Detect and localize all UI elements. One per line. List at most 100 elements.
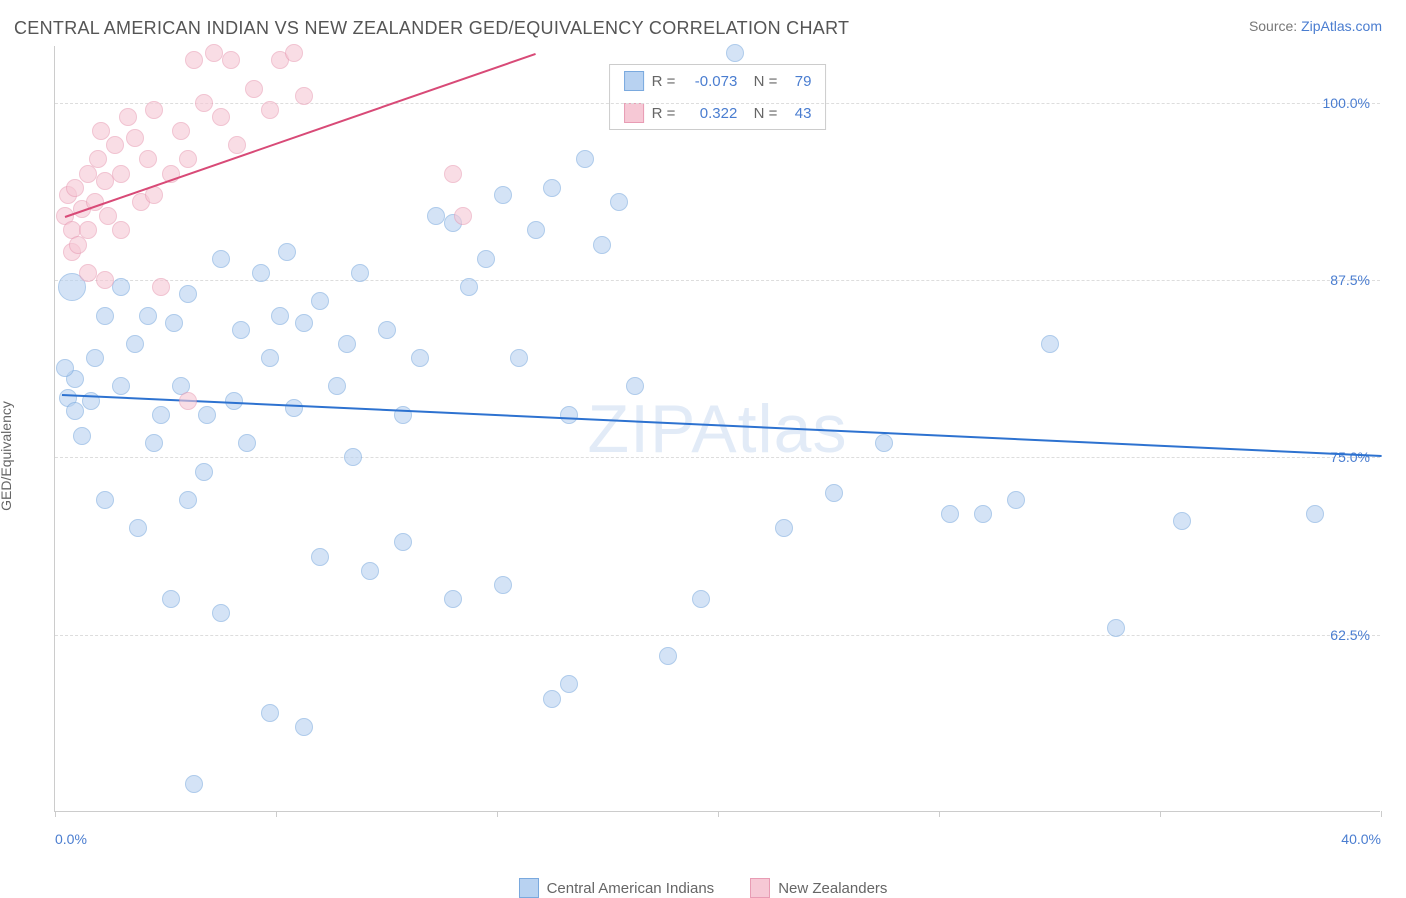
legend-label: Central American Indians [547,880,715,897]
scatter-point [560,406,578,424]
scatter-point [212,604,230,622]
gridline [55,103,1380,104]
scatter-point [351,264,369,282]
scatter-point [212,250,230,268]
scatter-point [444,165,462,183]
scatter-point [344,448,362,466]
legend-swatch [750,878,770,898]
scatter-point [659,647,677,665]
scatter-point [338,335,356,353]
source-prefix: Source: [1249,18,1301,34]
scatter-point [311,292,329,310]
trend-line [62,394,1381,457]
scatter-point [378,321,396,339]
scatter-point [126,335,144,353]
scatter-point [79,264,97,282]
n-value-2: 43 [785,105,811,122]
scatter-point [726,44,744,62]
scatter-point [285,44,303,62]
scatter-point [179,491,197,509]
scatter-point [295,314,313,332]
scatter-point [427,207,445,225]
correlation-legend: R = -0.073 N = 79 R = 0.322 N = 43 [609,64,827,130]
legend-swatch [519,878,539,898]
x-tick-mark [276,811,277,817]
scatter-point [185,51,203,69]
scatter-point [106,136,124,154]
scatter-point [328,377,346,395]
scatter-point [825,484,843,502]
scatter-point [1007,491,1025,509]
scatter-point [79,221,97,239]
scatter-point [165,314,183,332]
scatter-point [56,359,74,377]
r-label: R = [652,105,676,122]
plot-area: ZIPAtlas R = -0.073 N = 79 R = 0.322 N =… [54,46,1380,812]
scatter-point [185,775,203,793]
scatter-point [1173,512,1191,530]
x-tick-mark [939,811,940,817]
scatter-point [361,562,379,580]
scatter-point [543,690,561,708]
scatter-point [119,108,137,126]
scatter-point [172,122,190,140]
scatter-point [198,406,216,424]
scatter-point [92,122,110,140]
scatter-point [1041,335,1059,353]
y-tick-label: 100.0% [1323,95,1370,111]
scatter-point [96,172,114,190]
scatter-point [527,221,545,239]
scatter-point [112,377,130,395]
source-link[interactable]: ZipAtlas.com [1301,18,1382,34]
scatter-point [96,491,114,509]
r-value-2: 0.322 [683,105,737,122]
scatter-point [212,108,230,126]
scatter-point [96,307,114,325]
scatter-point [775,519,793,537]
scatter-point [610,193,628,211]
scatter-point [66,402,84,420]
scatter-point [222,51,240,69]
scatter-point [129,519,147,537]
scatter-point [96,271,114,289]
scatter-point [295,718,313,736]
n-label: N = [745,73,777,90]
x-tick-mark [497,811,498,817]
y-tick-label: 87.5% [1330,272,1370,288]
scatter-point [560,675,578,693]
legend-label: New Zealanders [778,880,887,897]
y-tick-label: 75.0% [1330,449,1370,465]
scatter-point [112,165,130,183]
scatter-point [261,704,279,722]
r-value-1: -0.073 [683,73,737,90]
scatter-point [195,94,213,112]
scatter-point [238,434,256,452]
x-tick-mark [55,811,56,817]
scatter-point [494,576,512,594]
scatter-point [86,349,104,367]
scatter-point [126,129,144,147]
scatter-point [444,590,462,608]
scatter-point [66,179,84,197]
scatter-point [179,392,197,410]
scatter-point [494,186,512,204]
correlation-row-1: R = -0.073 N = 79 [610,65,826,97]
scatter-point [73,427,91,445]
gridline [55,635,1380,636]
chart-title: CENTRAL AMERICAN INDIAN VS NEW ZEALANDER… [14,18,849,39]
chart-container: GED/Equivalency ZIPAtlas R = -0.073 N = … [14,46,1392,866]
scatter-point [145,434,163,452]
scatter-point [205,44,223,62]
scatter-point [1306,505,1324,523]
scatter-point [139,150,157,168]
scatter-point [1107,619,1125,637]
scatter-point [112,278,130,296]
chart-header: CENTRAL AMERICAN INDIAN VS NEW ZEALANDER… [0,0,1406,49]
x-tick-label: 40.0% [1341,831,1381,847]
scatter-point [232,321,250,339]
scatter-point [261,349,279,367]
scatter-point [285,399,303,417]
series-swatch-1 [624,71,644,91]
scatter-point [626,377,644,395]
n-label: N = [745,105,777,122]
